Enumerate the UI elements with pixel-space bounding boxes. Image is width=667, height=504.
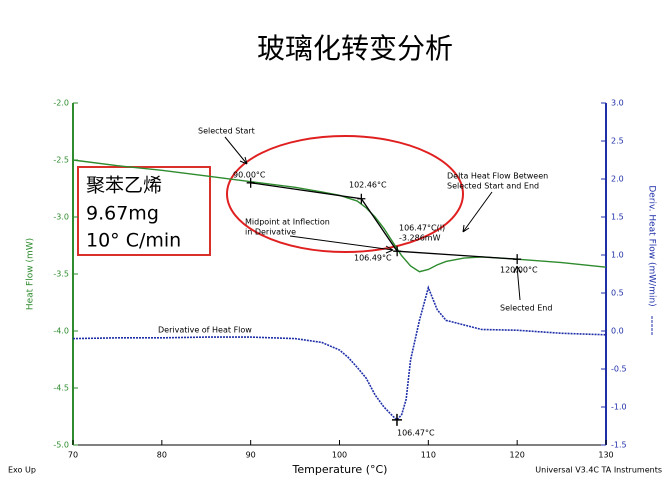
arrow <box>462 191 493 233</box>
sample-name: 聚苯乙烯 <box>86 175 162 197</box>
annotation: Derivative of Heat Flow <box>158 326 252 335</box>
annotation: Midpoint at Inflection <box>245 218 330 227</box>
data-line <box>72 159 607 273</box>
x-tick-label: 120 <box>510 451 525 460</box>
sample-box-frame <box>77 166 211 256</box>
annotation: -3.286mW <box>399 234 441 243</box>
y2-tick-label: -1.5 <box>611 441 627 450</box>
y2-tick-label: 2.5 <box>611 137 624 146</box>
chart-title: 玻璃化转变分析 <box>257 32 453 65</box>
y-tick-label: -4.5 <box>53 384 69 393</box>
y-tick-label: -2.0 <box>53 99 69 108</box>
y2-tick-label: -1.0 <box>611 403 627 412</box>
x-tick-label: 100 <box>332 451 347 460</box>
y2-tick-label: 0.5 <box>611 289 624 298</box>
sample-box: 聚苯乙烯 9.67mg 10° C/min <box>77 166 211 256</box>
highlight-ellipse <box>226 135 464 253</box>
y2-tick-label: 0.0 <box>611 327 624 336</box>
x-tick-label: 130 <box>598 451 613 460</box>
y2-axis-label-group: Deriv. Heat Flow (mW/min) <box>647 185 657 336</box>
y2-tick-label: 1.5 <box>611 213 624 222</box>
annotation: Selected End <box>500 304 552 313</box>
y2-tick-label: 1.0 <box>611 251 624 260</box>
heating-rate: 10° C/min <box>86 230 181 252</box>
x-tick-label: 70 <box>68 451 78 460</box>
instrument-label: Universal V3.4C TA Instruments <box>535 466 662 475</box>
y2-axis-label: Deriv. Heat Flow (mW/min) <box>647 185 657 306</box>
annotation: 106.47°C(I) <box>399 224 445 233</box>
sample-mass: 9.67mg <box>86 203 159 225</box>
annotation: 106.47°C <box>397 429 435 438</box>
tangent-marker <box>393 246 402 257</box>
x-axis-label: Temperature (°C) <box>292 463 388 476</box>
annotation: Selected Start and End <box>447 182 539 191</box>
x-tick-label: 90 <box>246 451 256 460</box>
y-tick-label: -3.5 <box>53 270 69 279</box>
x-tick-label: 110 <box>421 451 436 460</box>
arrow <box>513 265 522 301</box>
data-line <box>72 285 607 422</box>
minimum-marker <box>391 413 402 426</box>
y-tick-label: -4.0 <box>53 327 69 336</box>
annotations: Selected Start 90.00°C 102.46°C Delta He… <box>158 127 552 438</box>
annotation: 106.49°C <box>354 254 392 263</box>
y-tick-label: -5.0 <box>53 441 69 450</box>
annotation: Delta Heat Flow Between <box>447 172 548 181</box>
y2-tick-label: 2.0 <box>611 175 624 184</box>
arrow <box>224 136 248 165</box>
tangent-marker <box>357 193 366 204</box>
y-axis-label: Heat Flow (mW) <box>26 238 36 310</box>
annotation: 102.46°C <box>349 181 387 190</box>
y2-tick-label: 3.0 <box>611 99 624 108</box>
arrow <box>289 235 394 254</box>
tangent-marker <box>246 177 255 188</box>
annotation: Selected Start <box>198 127 255 136</box>
tangent-line <box>250 182 518 260</box>
annotation: in Derivative <box>245 228 296 237</box>
exo-label: Exo Up <box>8 466 36 475</box>
y-tick-label: -3.0 <box>53 213 69 222</box>
y2-tick-label: -0.5 <box>611 365 627 374</box>
annotation: 90.00°C <box>233 171 266 180</box>
tangent-marker <box>513 254 522 265</box>
y-tick-label: -2.5 <box>53 156 69 165</box>
x-tick-label: 80 <box>157 451 167 460</box>
